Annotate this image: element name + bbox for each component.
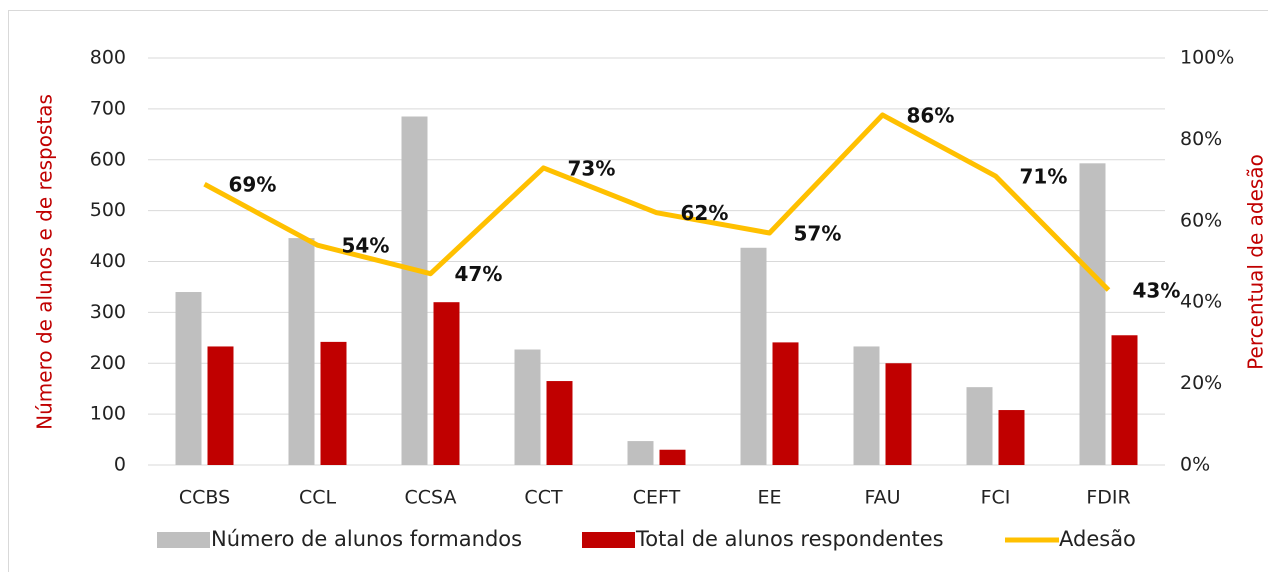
bar [175, 292, 202, 465]
bar [966, 387, 993, 465]
x-tick-label: CCSA [405, 487, 457, 509]
bar [514, 349, 541, 465]
y-tick-label: 800 [90, 47, 126, 69]
y-tick-label: 0 [114, 454, 126, 476]
y-tick-label: 200 [90, 352, 126, 374]
data-label: 43% [1133, 278, 1181, 302]
y2-tick-label: 100% [1180, 47, 1234, 69]
legend-label: Adesão [1059, 527, 1136, 551]
bar [1111, 335, 1138, 465]
y-axis-title: Número de alunos e de respostas [33, 94, 57, 430]
y-tick-label: 600 [90, 148, 126, 170]
legend-swatch [157, 532, 210, 548]
x-tick-label: CCL [299, 487, 337, 509]
x-tick-label: CCT [524, 487, 563, 509]
y2-tick-label: 40% [1180, 291, 1222, 313]
bar [288, 238, 315, 465]
bar [885, 363, 912, 465]
data-label: 54% [342, 234, 390, 258]
data-label: 57% [794, 222, 842, 246]
bar [546, 381, 573, 465]
y-tick-label: 300 [90, 301, 126, 323]
y-tick-label: 700 [90, 97, 126, 119]
y2-axis-title: Percentual de adesão [1244, 154, 1268, 370]
data-label: 73% [568, 156, 616, 180]
line [203, 112, 1111, 292]
x-tick-label: EE [757, 487, 781, 509]
x-tick-label: FDIR [1086, 487, 1130, 509]
chart-frame [8, 10, 1268, 572]
bar [772, 342, 799, 465]
x-tick-label: CCBS [179, 487, 230, 509]
y2-tick-label: 20% [1180, 372, 1222, 394]
y-tick-label: 100 [90, 403, 126, 425]
x-tick-label: FCI [981, 487, 1011, 509]
y-tick-label: 400 [90, 250, 126, 272]
data-label: 86% [907, 103, 955, 127]
data-label: 71% [1020, 165, 1068, 189]
legend-label: Total de alunos respondentes [635, 527, 944, 551]
data-label: 69% [229, 173, 277, 197]
x-tick-label: FAU [864, 487, 900, 509]
y2-tick-label: 80% [1180, 128, 1222, 150]
bar [1079, 163, 1106, 465]
legend-label: Número de alunos formandos [211, 527, 522, 551]
legend-swatch [582, 532, 635, 548]
bar [320, 341, 347, 465]
y2-tick-label: 0% [1180, 454, 1210, 476]
bar [853, 346, 880, 465]
data-label: 62% [681, 201, 729, 225]
bar [401, 116, 428, 465]
bar [740, 247, 767, 465]
bar [998, 410, 1025, 465]
y2-tick-label: 60% [1180, 209, 1222, 231]
bar [659, 449, 686, 465]
bar [207, 346, 234, 465]
data-label: 47% [455, 262, 503, 286]
bar [627, 441, 654, 465]
bar [433, 302, 460, 465]
y-tick-label: 500 [90, 199, 126, 221]
x-tick-label: CEFT [633, 487, 681, 509]
